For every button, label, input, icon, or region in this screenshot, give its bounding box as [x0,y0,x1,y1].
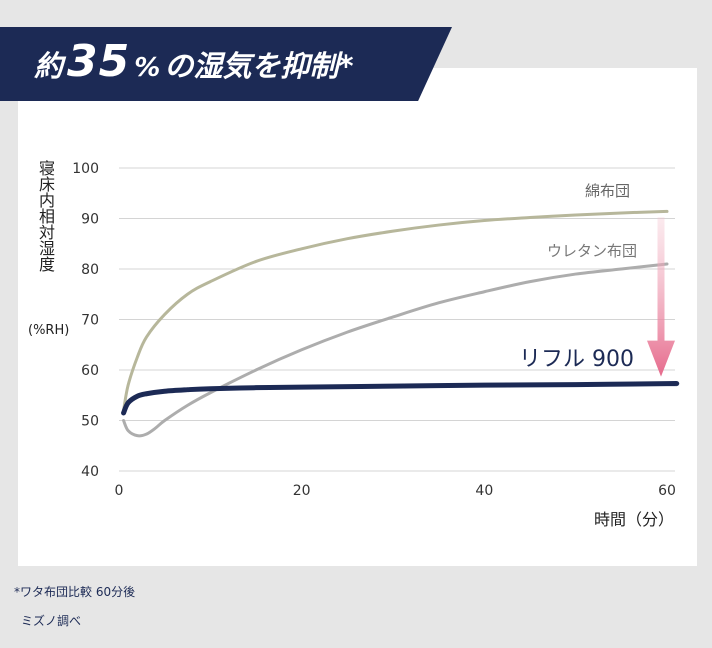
y-tick-label: 50 [81,414,99,430]
series-label-urethane-futon: ウレタン布団 [547,242,637,260]
reduction-arrow [647,217,675,377]
series-lines [121,209,680,438]
series-line-rifle-900 [121,381,680,416]
source-note: ミズノ調べ [21,614,82,628]
headline-suffix: の湿気を抑制* [164,49,354,83]
y-tick-label: 90 [81,212,99,228]
series-label-rifle-900: リフル 900 [519,347,634,372]
y-tick-label: 80 [81,262,99,278]
headline: 約 35 % の湿気を抑制* [34,36,353,92]
grid-lines [119,167,675,472]
x-axis-label: 時間（分） [594,510,675,529]
y-axis-unit: (%RH) [28,323,70,338]
headline-percent: % [134,53,161,83]
x-tick-label: 0 [115,483,124,499]
series-label-cotton-futon: 綿布団 [585,182,630,200]
x-tick-label: 20 [293,483,311,499]
footnote: *ワタ布団比較 60分後 [14,585,136,599]
x-tick-label: 40 [475,483,493,499]
y-tick-label: 60 [81,363,99,379]
headline-number: 35 [67,36,131,87]
y-tick-label: 40 [81,464,99,480]
series-line-cotton-futon [122,209,669,412]
y-tick-label: 100 [72,161,99,177]
chart-panel [18,68,697,566]
series-line-urethane-futon [122,262,669,438]
y-tick-label: 70 [81,313,99,329]
headline-banner [0,27,452,101]
x-tick-label: 60 [658,483,676,499]
headline-prefix: 約 [34,49,64,83]
tick-labels: 40 50 60 70 80 90 100 0 20 40 60 [72,161,676,499]
down-arrow-icon [647,217,675,377]
y-axis-label: 寝床内相対湿度 [36,160,55,272]
